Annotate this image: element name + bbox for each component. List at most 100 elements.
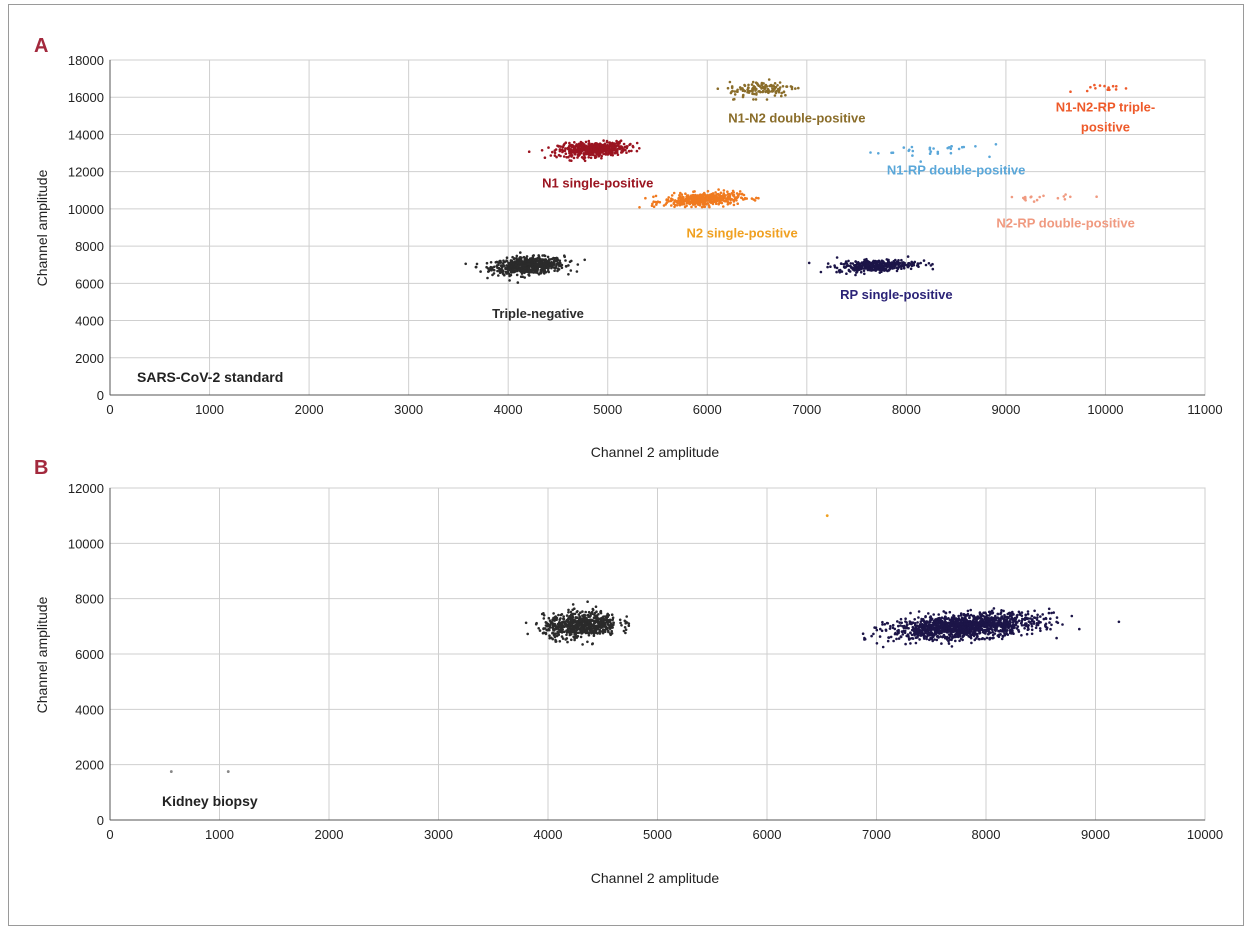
data-point — [858, 263, 862, 266]
data-point — [923, 627, 927, 631]
data-point — [953, 620, 956, 624]
data-point — [525, 256, 528, 260]
data-point — [609, 149, 613, 152]
data-point — [885, 258, 889, 261]
data-point — [687, 194, 690, 197]
data-point — [718, 193, 722, 197]
data-point — [578, 143, 582, 146]
data-point — [986, 626, 989, 630]
cluster-label: positive — [1081, 120, 1130, 135]
data-point — [574, 634, 577, 637]
data-point — [527, 150, 531, 153]
data-point — [949, 618, 952, 622]
data-point — [739, 87, 743, 90]
data-point — [865, 262, 869, 265]
data-point — [515, 254, 519, 258]
sample-label-a: SARS-CoV-2 standard — [137, 369, 283, 385]
data-point — [571, 627, 575, 630]
data-point — [835, 266, 839, 270]
data-point — [605, 627, 608, 630]
data-point — [575, 616, 578, 619]
data-point — [916, 262, 920, 265]
data-point — [771, 89, 774, 93]
data-point — [623, 626, 627, 629]
data-point — [534, 271, 537, 274]
data-point — [567, 608, 570, 612]
data-point — [740, 196, 744, 200]
data-point — [587, 153, 591, 157]
data-point — [592, 623, 595, 626]
data-point — [537, 256, 540, 260]
data-point — [694, 201, 697, 205]
data-point — [703, 193, 707, 197]
data-point — [1002, 619, 1006, 622]
data-point — [580, 147, 583, 151]
data-point — [933, 623, 937, 627]
data-point — [839, 262, 843, 265]
data-point — [573, 618, 576, 622]
data-point — [904, 642, 907, 646]
data-point — [898, 621, 901, 624]
data-point — [582, 157, 586, 161]
data-point — [912, 264, 915, 267]
data-point — [974, 623, 978, 627]
data-point — [1002, 627, 1005, 631]
data-point — [1117, 620, 1121, 624]
data-point — [508, 266, 512, 270]
data-point — [680, 197, 683, 200]
data-point — [900, 621, 903, 625]
data-point — [553, 259, 556, 263]
data-point — [1103, 84, 1106, 88]
data-point — [996, 616, 999, 619]
data-point — [584, 140, 588, 144]
data-point — [854, 260, 857, 263]
data-point — [957, 147, 961, 151]
y-tick-label: 8000 — [75, 239, 104, 254]
data-point — [913, 618, 916, 621]
data-point — [591, 153, 595, 156]
data-point — [984, 623, 987, 627]
data-point — [994, 614, 997, 618]
data-point — [1089, 85, 1092, 89]
data-point — [968, 616, 971, 620]
data-point — [1000, 609, 1003, 612]
data-point — [1009, 620, 1012, 624]
data-point — [567, 611, 570, 614]
cluster-a-0 — [464, 251, 586, 284]
data-point — [1050, 623, 1053, 627]
data-point — [999, 633, 1002, 636]
data-point — [1033, 616, 1036, 619]
data-point — [698, 198, 701, 202]
data-point — [944, 611, 948, 615]
data-point — [726, 190, 729, 193]
data-point — [581, 141, 584, 145]
data-point — [917, 610, 921, 613]
data-point — [567, 264, 570, 267]
data-point — [688, 200, 691, 204]
data-point — [729, 201, 732, 204]
data-point — [730, 90, 733, 94]
data-point — [563, 149, 567, 153]
data-point — [574, 624, 578, 628]
data-point — [612, 621, 615, 625]
data-point — [570, 146, 573, 149]
data-point — [565, 625, 569, 628]
x-tick-label: 3000 — [394, 402, 423, 417]
data-point — [1030, 632, 1034, 636]
data-point — [575, 148, 578, 151]
data-point — [720, 198, 724, 202]
data-point — [542, 271, 545, 274]
data-point — [943, 615, 947, 618]
data-point — [579, 611, 582, 614]
data-point — [554, 625, 557, 628]
data-point — [601, 628, 605, 631]
data-point — [772, 84, 775, 87]
data-point — [552, 616, 555, 620]
data-point — [562, 615, 565, 618]
data-point — [858, 268, 861, 271]
data-point — [570, 633, 573, 636]
data-point — [554, 640, 557, 643]
x-tick-label: 5000 — [643, 827, 672, 842]
sample-label-b: Kidney biopsy — [162, 793, 258, 809]
data-point — [498, 261, 502, 264]
